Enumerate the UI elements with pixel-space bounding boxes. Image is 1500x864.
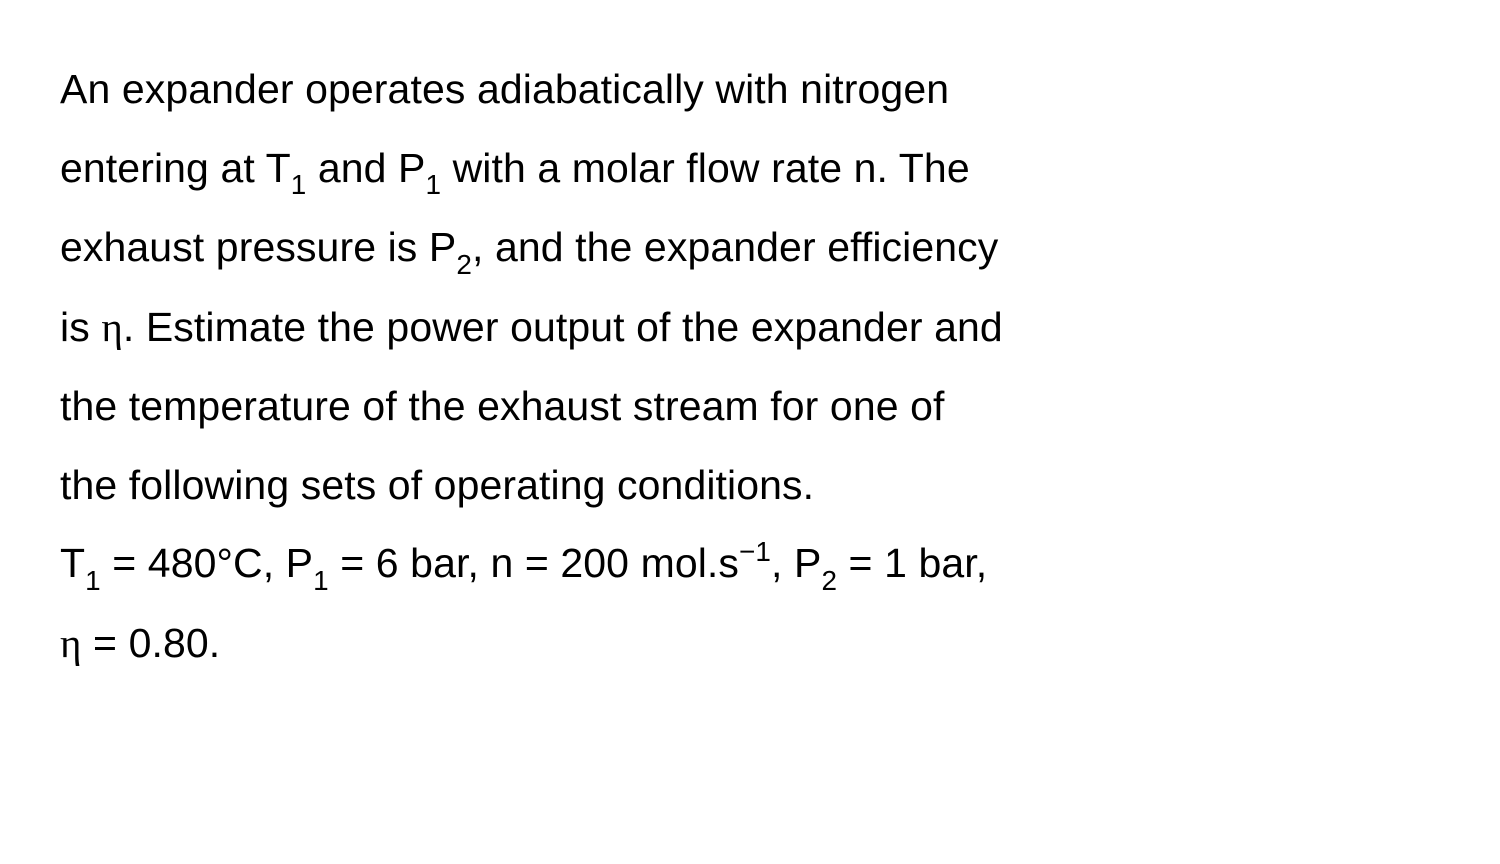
- subscript-T1b: 1: [85, 565, 101, 596]
- text-line-7e: = 1 bar,: [837, 540, 987, 586]
- subscript-P2: 2: [456, 249, 472, 280]
- text-line-8a: = 0.80.: [82, 620, 221, 666]
- subscript-P1b: 1: [313, 565, 329, 596]
- subscript-P1: 1: [426, 169, 442, 200]
- text-line-3b: , and the expander efficiency: [472, 224, 998, 270]
- eta-symbol-2: η: [60, 620, 82, 666]
- text-line-2a: entering at T: [60, 145, 291, 191]
- text-line-6: the following sets of operating conditio…: [60, 462, 814, 508]
- text-line-1: An expander operates adiabatically with …: [60, 66, 949, 112]
- text-line-4b: . Estimate the power output of the expan…: [123, 304, 1003, 350]
- subscript-P2b: 2: [821, 565, 837, 596]
- text-line-7b: = 480°C, P: [101, 540, 313, 586]
- subscript-T1: 1: [291, 169, 307, 200]
- eta-symbol: η: [101, 304, 123, 350]
- text-line-2c: with a molar flow rate n. The: [441, 145, 970, 191]
- text-line-7d: , P: [771, 540, 821, 586]
- text-line-7a: T: [60, 540, 85, 586]
- text-line-2b: and P: [306, 145, 425, 191]
- problem-page: An expander operates adiabatically with …: [0, 0, 1500, 864]
- text-line-5: the temperature of the exhaust stream fo…: [60, 383, 945, 429]
- text-line-3a: exhaust pressure is P: [60, 224, 456, 270]
- text-line-7c: = 6 bar, n = 200 mol.s: [329, 540, 739, 586]
- text-line-4a: is: [60, 304, 101, 350]
- superscript-neg1: −1: [739, 536, 771, 567]
- problem-text: An expander operates adiabatically with …: [60, 50, 1440, 683]
